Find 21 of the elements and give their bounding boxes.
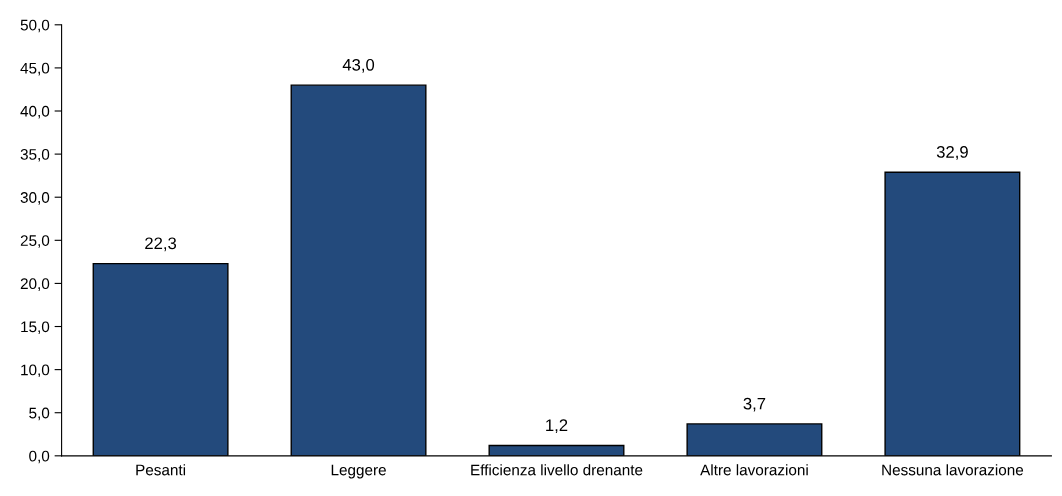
y-tick-label: 50,0 xyxy=(20,19,50,33)
data-label: 1,2 xyxy=(546,419,568,434)
y-tick-label: 0,0 xyxy=(29,450,50,464)
y-tick-label: 35,0 xyxy=(20,148,50,162)
y-tick-label: 40,0 xyxy=(20,105,50,119)
x-tick-label: Leggere xyxy=(331,464,386,479)
x-tick-label: Altre lavorazioni xyxy=(700,464,808,476)
y-tick-label: 20,0 xyxy=(20,278,50,291)
data-label: 32,9 xyxy=(936,146,968,160)
y-tick-label: 15,0 xyxy=(21,321,50,335)
data-label: 3,7 xyxy=(743,397,766,412)
y-tick-label: 5,0 xyxy=(29,407,50,421)
data-label: 22,3 xyxy=(145,237,177,252)
x-tick-label: Pesanti xyxy=(136,464,186,476)
y-tick-label: 30,0 xyxy=(20,192,50,205)
x-tick-label: Efficienza livello drenante xyxy=(471,464,643,476)
x-tick-label: Nessuna lavorazione xyxy=(882,464,1024,476)
y-tick-label: 10,0 xyxy=(21,364,50,378)
data-label: 43,0 xyxy=(342,58,375,73)
y-tick-label: 45,0 xyxy=(20,62,50,76)
y-tick-label: 25,0 xyxy=(20,235,50,248)
